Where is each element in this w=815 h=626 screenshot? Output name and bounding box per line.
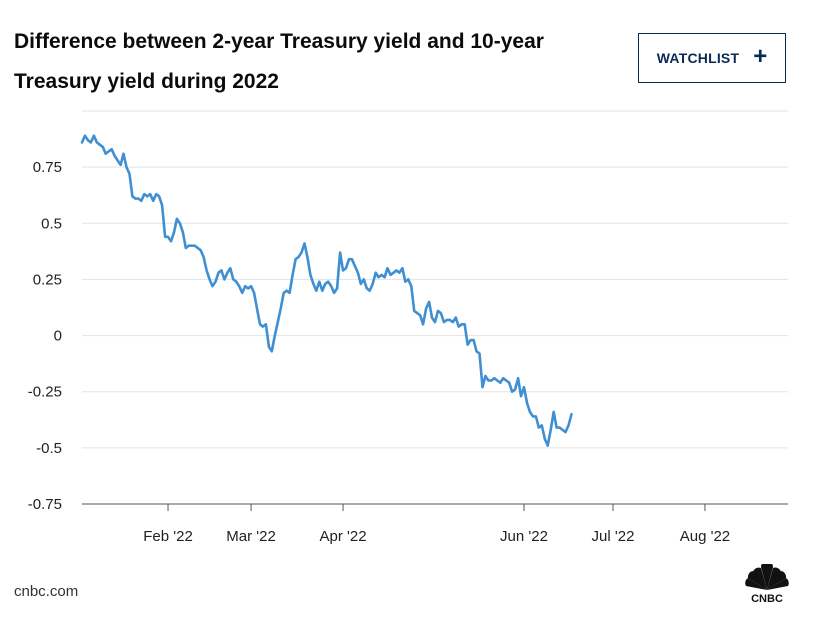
- series-layer: [80, 134, 573, 447]
- y-tick-label: 0.5: [41, 215, 62, 232]
- logo-text: CNBC: [751, 593, 783, 604]
- y-tick-label: -0.75: [28, 496, 62, 513]
- series-line: [80, 134, 573, 447]
- chart-title: Difference between 2-year Treasury yield…: [14, 30, 544, 93]
- source-label: cnbc.com: [14, 583, 79, 600]
- x-axis: Feb '22 Mar '22 Apr '22 Jun '22 Jul '22 Aug '…: [143, 504, 730, 545]
- y-axis: 0.75 0.5 0.25 0 -0.25 -0.5 -0.75: [28, 159, 62, 513]
- x-tick-label: Jul '22: [592, 528, 635, 545]
- y-tick-label: 0.25: [33, 271, 62, 288]
- x-tick-label: Aug '22: [680, 528, 730, 545]
- x-tick-label: Feb '22: [143, 528, 193, 545]
- x-tick-label: Apr '22: [320, 528, 367, 545]
- y-tick-label: 0: [54, 328, 62, 345]
- plus-icon: +: [753, 43, 768, 70]
- chart-grid: [82, 110, 788, 505]
- nbc-peacock-icon: [745, 564, 789, 590]
- y-tick-label: 0.75: [33, 159, 62, 176]
- watchlist-label: WATCHLIST: [656, 50, 740, 66]
- x-tick-label: Mar '22: [226, 528, 276, 545]
- y-tick-label: -0.25: [28, 384, 62, 401]
- cnbc-logo: CNBC: [745, 564, 789, 604]
- x-tick-label: Jun '22: [500, 528, 548, 545]
- watchlist-button[interactable]: WATCHLIST +: [638, 33, 786, 83]
- y-tick-label: -0.5: [36, 440, 62, 457]
